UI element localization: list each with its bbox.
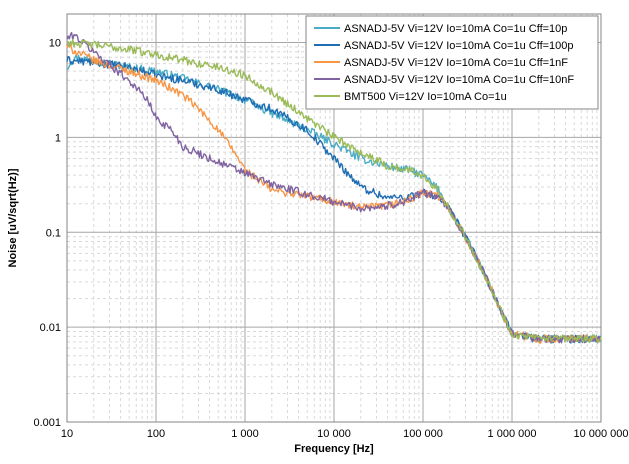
x-tick-labels: 10 100 1 000 10 000 100 000 1 000 000 10 000 0… — [61, 428, 629, 440]
x-tick-label: 10 000 — [317, 428, 351, 440]
legend-box — [305, 15, 599, 110]
series-layer — [66, 31, 602, 344]
plot-frame — [66, 13, 602, 423]
legend-label-3: ASNADJ-5V Vi=12V Io=10mA Co=1u Cff=1nF — [344, 57, 568, 69]
legend-items: ASNADJ-5V Vi=12V Io=10mA Co=1u Cff=10p AS… — [314, 23, 574, 103]
x-axis-title: Frequency [Hz] — [294, 443, 374, 455]
x-tick-label: 10 000 000 — [573, 428, 628, 440]
x-tick-label: 100 000 — [403, 428, 443, 440]
series-line-3 — [66, 44, 602, 344]
y-tick-label: 0.1 — [46, 227, 61, 239]
legend-label-4: ASNADJ-5V Vi=12V Io=10mA Co=1u Cff=10nF — [344, 74, 574, 86]
legend-label-5: BMT500 Vi=12V Io=10mA Co=1u — [344, 91, 507, 103]
series-line-5 — [66, 38, 602, 343]
legend-label-2: ASNADJ-5V Vi=12V Io=10mA Co=1u Cff=100p — [344, 40, 574, 52]
y-tick-labels: 0.001 0.01 0.1 1 10 — [33, 38, 61, 429]
y-tick-label: 0.01 — [40, 322, 61, 334]
y-tick-label: 1 — [55, 132, 61, 144]
x-tick-label: 1 000 000 — [488, 428, 537, 440]
y-axis-title: Noise [uV/sqrt(Hz)] — [7, 168, 19, 267]
x-tick-label: 10 — [61, 428, 73, 440]
y-tick-label: 10 — [49, 38, 61, 50]
x-tick-label: 100 — [147, 428, 165, 440]
series-line-4 — [66, 31, 602, 344]
y-tick-label: 0.001 — [33, 417, 61, 429]
legend: ASNADJ-5V Vi=12V Io=10mA Co=1u Cff=10p AS… — [305, 15, 599, 110]
legend-label-1: ASNADJ-5V Vi=12V Io=10mA Co=1u Cff=10p — [344, 23, 567, 35]
x-tick-label: 1 000 — [231, 428, 259, 440]
